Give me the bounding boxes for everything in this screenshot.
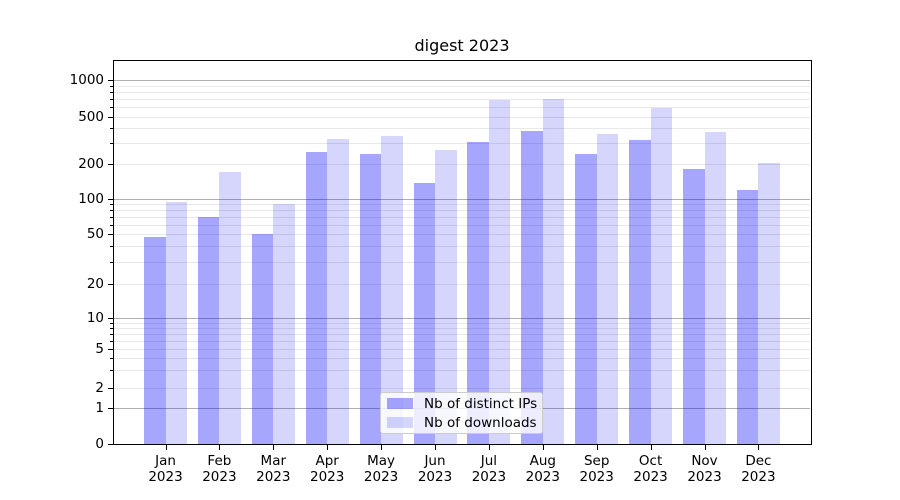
x-tick-mark [650,445,652,450]
x-tick-label: May 2023 [363,453,399,485]
y-tick-label: 20 [86,276,104,292]
y-tick-label: 100 [78,191,104,207]
x-tick-label: Apr 2023 [310,453,345,485]
x-tick-label: Nov 2023 [687,453,722,485]
x-tick-label: Dec 2023 [741,453,776,485]
x-tick-mark [435,445,436,450]
legend: Nb of distinct IPs Nb of downloads [380,392,543,434]
x-tick-mark [381,445,383,450]
legend-swatch-distinct-ips [387,398,413,409]
x-tick-mark [488,445,490,450]
legend-item-downloads: Nb of downloads [387,414,542,431]
plot-area [113,60,812,445]
x-tick-mark [219,445,221,450]
x-tick-label: Jan 2023 [148,453,183,485]
y-tick-label: 500 [78,109,104,125]
y-tick-label: 5 [95,341,104,357]
x-tick-label: Sep 2023 [579,453,614,485]
y-tick-label: 2 [95,379,104,396]
x-tick-mark [542,445,544,450]
x-tick-label: Mar 2023 [256,453,291,485]
x-tick-mark [704,445,706,450]
x-tick-mark [273,445,275,450]
x-tick-mark [758,445,760,450]
x-tick-mark [165,445,167,450]
y-tick-label: 0 [95,436,104,452]
legend-swatch-downloads [387,417,413,428]
y-tick-label: 200 [78,156,104,172]
x-tick-label: Feb 2023 [202,453,237,485]
x-tick-label: Aug 2023 [525,453,560,485]
x-tick-label: Oct 2023 [633,453,668,485]
y-tick-label: 1 [95,400,104,416]
legend-item-distinct-ips: Nb of distinct IPs [387,395,542,412]
y-tick-label: 1000 [69,72,104,88]
x-tick-mark [327,445,329,450]
x-tick-label: Jul 2023 [471,453,507,485]
y-tick-label: 50 [86,226,104,242]
x-tick-label: Jun 2023 [417,453,453,485]
chart-title: digest 2023 [414,36,510,55]
legend-label-distinct-ips: Nb of distinct IPs [424,395,538,412]
y-tick-label: 10 [86,310,104,326]
x-tick-mark [596,445,598,450]
legend-label-downloads: Nb of downloads [424,414,537,431]
